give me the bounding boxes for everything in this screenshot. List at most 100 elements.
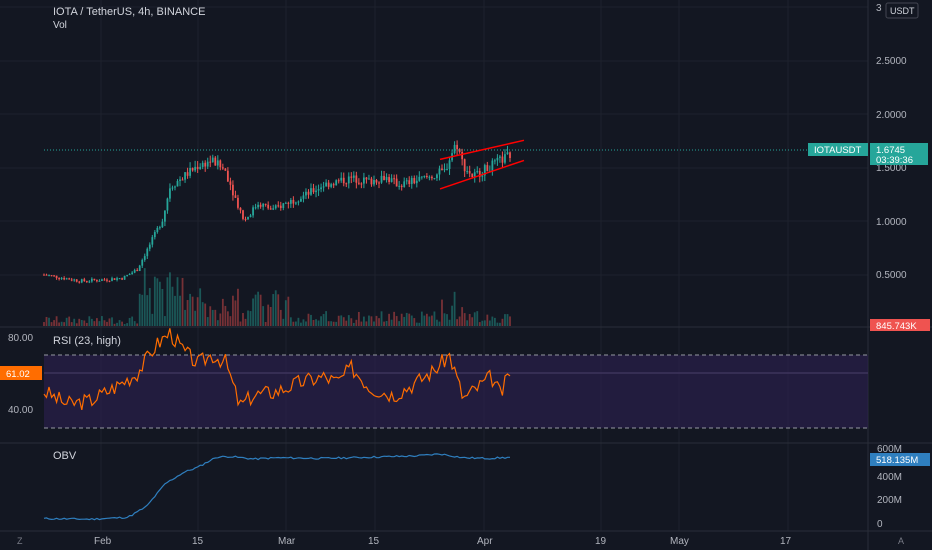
channel-upper-line[interactable] [439,139,525,161]
candle-body [493,160,496,162]
candle-body [458,149,461,152]
volume-bar [138,293,141,326]
candle-body [408,180,411,184]
candle-body [418,176,421,181]
candle-body [478,170,481,177]
candle-body [453,144,456,154]
candle-body [410,178,413,184]
candle-body [161,221,164,228]
volume-bar [176,277,179,326]
volume-bar [300,322,302,326]
candle-body [179,179,181,181]
volume-bar [249,311,252,326]
timezone-icon[interactable]: Z [17,536,23,546]
volume-bar [186,300,189,326]
candle-body [126,275,129,277]
volume-bar [370,316,373,326]
volume-bar [252,298,254,326]
volume-bar [244,318,247,326]
candle-body [294,202,297,204]
volume-bar [335,321,338,326]
candle-body [506,152,509,155]
candle-body [486,165,489,172]
volume-bar [350,318,353,326]
rsi-value-badge [0,366,42,380]
candle-body [375,180,378,183]
candle-body [466,171,469,173]
candle-body [307,191,310,195]
volume-bar [269,306,272,326]
volume-bar [327,321,330,326]
candle-body [186,172,189,176]
candles[interactable] [43,140,511,284]
candle-body [476,170,479,173]
candle-body [55,275,58,279]
volume-bar [68,316,71,326]
volume-bar [101,316,103,326]
volume-badge [870,319,930,331]
volume-bar [143,268,146,326]
volume-bar [216,320,219,326]
candle-body [247,216,249,220]
candle-body [425,175,428,178]
symbol-legend[interactable]: IOTA / TetherUS, 4h, BINANCE [53,6,205,18]
candle-body [116,278,118,280]
time-axis[interactable]: Feb 15 Mar 15 Apr 19 May 17 [94,536,792,547]
candle-body [342,177,345,184]
volume-bar [98,321,101,326]
channel-lower-line[interactable] [439,159,525,190]
rsi-legend[interactable]: RSI (23, high) [53,335,121,347]
obv-value-badge [870,453,930,466]
volume-bar [425,313,428,326]
volume-bar [259,294,262,326]
volume-bar [385,320,388,326]
candle-body [403,181,406,187]
grid-lines [0,0,868,531]
obv-title: OBV [53,450,77,462]
candle-body [428,176,431,178]
candle-body [143,256,146,260]
candle-body [118,278,121,280]
candle-body [237,197,239,208]
volume-bar [488,320,491,326]
volume-bar [504,314,506,326]
volume-bar [237,288,239,326]
candle-body [274,205,277,209]
volume-bar [221,298,224,326]
candle-body [350,176,353,178]
volume-bar [355,319,358,326]
volume-bars [43,268,511,326]
volume-bar [456,319,459,326]
candle-body [58,278,61,280]
candle-body [108,280,111,282]
candle-body [357,182,360,184]
candle-body [224,168,227,171]
time-tick: Mar [278,536,296,547]
volume-bar [453,291,456,326]
candle-body [284,202,287,204]
currency-button[interactable] [885,2,919,19]
candle-body [199,166,202,170]
volume-bar [118,320,121,326]
candle-body [181,179,184,181]
auto-scale-icon[interactable]: A [898,536,904,546]
volume-bar [395,316,398,326]
candle-body [272,208,275,210]
candle-body [509,152,511,158]
candle-body [340,177,343,181]
candle-body [438,168,441,175]
obv-legend[interactable]: OBV [53,450,76,462]
price-axis[interactable]: 3 2.5000 2.0000 1.5000 1.0000 0.5000 [876,3,907,281]
rsi-band [44,355,868,428]
candle-body [481,175,484,177]
volume-bar [95,318,98,326]
obv-line [43,453,510,521]
volume-bar [443,313,446,326]
candle-body [443,169,446,171]
candle-body [400,185,403,187]
candle-body [85,281,88,283]
price-tick: 1.0000 [876,217,907,228]
volume-bar [121,321,123,326]
volume-bar [239,321,242,326]
